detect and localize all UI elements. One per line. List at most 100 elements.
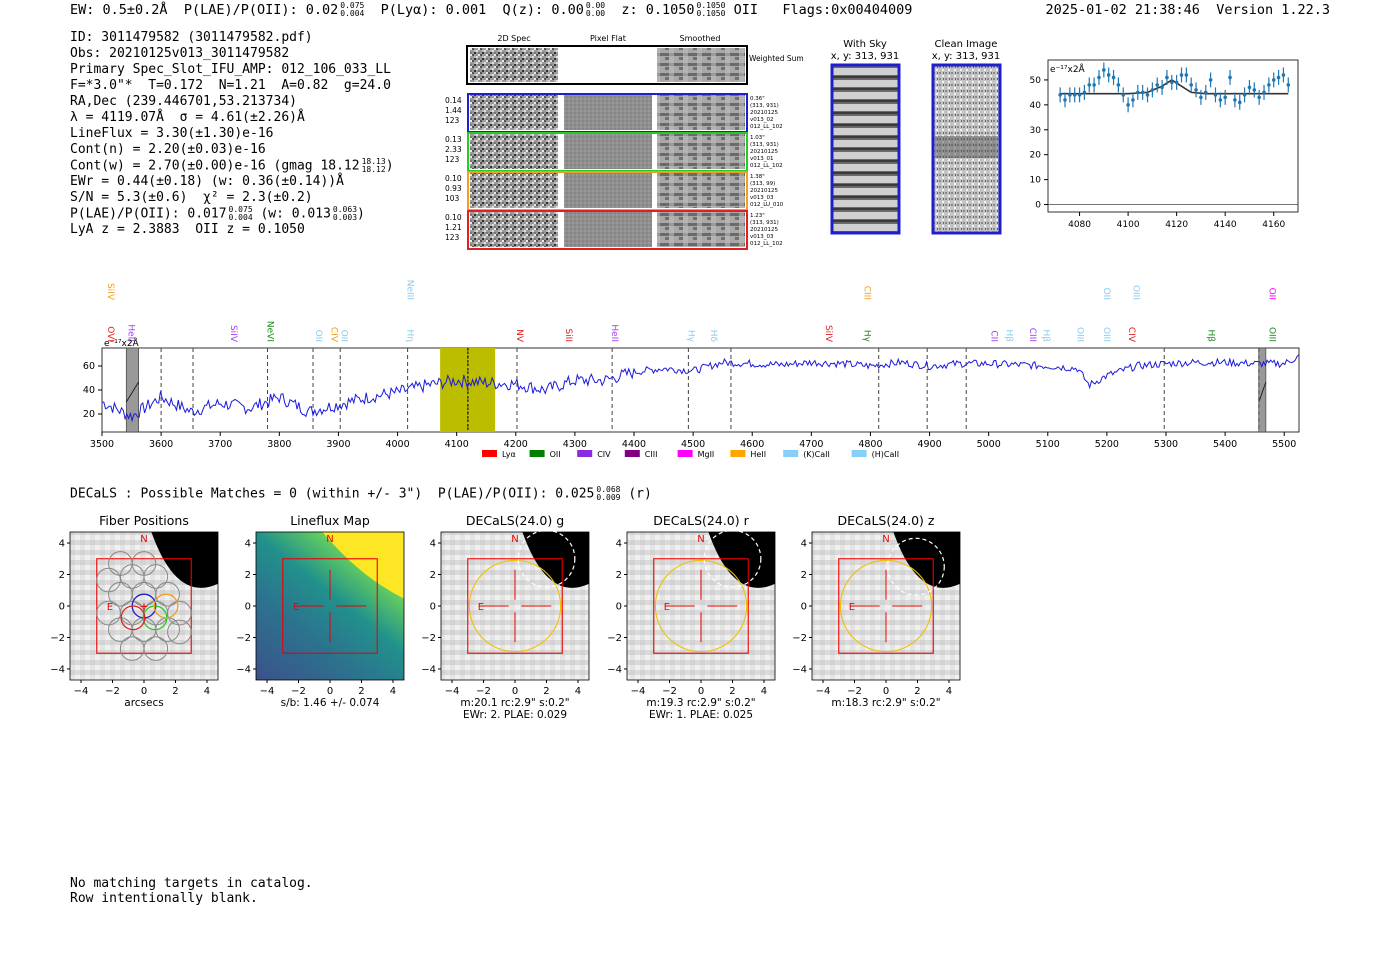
zoom-point <box>1121 93 1126 97</box>
cutout-ytick-label: −4 <box>50 664 65 675</box>
legend-swatch <box>730 450 746 457</box>
weighted-sum-smoothed <box>657 48 745 82</box>
aperture-box <box>96 558 192 654</box>
spectrum-xtick-label: 3600 <box>149 439 173 450</box>
clean-image-title: Clean Image <box>935 39 998 50</box>
zoom-point <box>1111 75 1116 80</box>
zoom-point <box>1058 93 1062 97</box>
zoom-ytick-label: 40 <box>1030 101 1042 111</box>
spectrum-xtick-label: 4800 <box>858 439 882 450</box>
detection-info: ID: 3011479582 (3011479582.pdf) Obs: 202… <box>70 30 394 238</box>
fiber-detail: 20210125 <box>750 227 778 233</box>
zoom-xtick-label: 4100 <box>1117 220 1140 230</box>
north-label: N <box>882 534 889 545</box>
zoom-ytick-label: 10 <box>1030 176 1042 186</box>
cutout-xtick-label: 0 <box>327 686 333 697</box>
north-label: N <box>140 534 147 545</box>
zoom-point <box>1131 98 1135 102</box>
fiber-smoothed-stamp <box>657 134 745 169</box>
spectral-line-label: CIV <box>328 327 338 343</box>
fiber-weight-2: 1.21 <box>445 223 462 232</box>
legend-swatch <box>482 450 497 457</box>
fiber-2d-stamp <box>470 212 558 247</box>
center-marker: + <box>139 600 148 613</box>
spectrum-unit-label: e⁻¹⁷x2Å <box>104 337 140 349</box>
zoom-point <box>1126 103 1130 107</box>
footer-line-2: Row intentionally blank. <box>70 891 258 906</box>
spectrum-xtick-label: 4100 <box>445 439 469 450</box>
fiber-weight-1: 0.10 <box>445 213 462 222</box>
spectrum-xtick-label: 3800 <box>267 439 291 450</box>
header-summary: EW: 0.5±0.2Å P(LAE)/P(OII): 0.02 0.075 0.0… <box>70 2 912 19</box>
spectral-line-label: OII <box>1266 288 1276 300</box>
cutout-ytick-label: 0 <box>59 602 65 613</box>
zoom-xtick-label: 4080 <box>1068 220 1091 230</box>
north-label: N <box>511 534 518 545</box>
info-fwhm: F=*3.0"* T=0.172 N=1.21 A=0.82 g=24.0 <box>70 78 391 93</box>
spectral-line-label: CII <box>989 330 999 342</box>
east-label: E <box>849 602 855 613</box>
zoom-point <box>1077 93 1082 97</box>
zoom-point <box>1208 78 1213 82</box>
spectral-line-label: Hβ <box>1041 329 1051 342</box>
cutout-xtick-label: 4 <box>946 686 952 697</box>
spectral-line-label: SiII <box>563 328 573 342</box>
east-label: E <box>478 602 484 613</box>
catalog-footer: No matching targets in catalog. Row inten… <box>70 876 313 906</box>
spectrum-xtick-label: 3900 <box>326 439 350 450</box>
cutout-xtick-label: 4 <box>761 686 767 697</box>
cutout-xtick-label: 4 <box>204 686 210 697</box>
cutout-xtick-label: −4 <box>816 686 831 697</box>
east-label: E <box>293 602 299 613</box>
zoom-point <box>1145 93 1150 97</box>
info-lambda: λ = 4119.07Å σ = 4.61(±2.26)Å <box>70 110 305 125</box>
aperture-box <box>653 558 749 654</box>
cutout-ytick-label: 4 <box>616 539 622 550</box>
cutout-ytick-label: −4 <box>607 664 622 675</box>
legend-label: MgII <box>698 450 715 459</box>
cutout-xtick-label: 2 <box>914 686 920 697</box>
z-value: z: 0.1050 <box>621 2 695 18</box>
header-meta: 2025-01-02 21:38:46 Version 1.22.3 <box>1046 2 1331 18</box>
cutout-xtick-label: 2 <box>729 686 735 697</box>
spectrum-xtick-label: 4900 <box>917 439 941 450</box>
fiber-detail: 1.23" <box>750 213 765 219</box>
bright-source <box>151 532 218 588</box>
fiber-weight-3: 123 <box>445 116 460 125</box>
fiber-detail: (313, 931) <box>750 220 779 226</box>
cutout-xtick-label: −2 <box>291 686 306 697</box>
fiber-circle <box>167 600 192 626</box>
cutout-ytick-label: −4 <box>421 664 436 675</box>
zoom-point <box>1247 85 1252 90</box>
cutout-ytick-label: 0 <box>430 602 436 613</box>
fiber-weight-1: 0.13 <box>445 135 462 144</box>
cutout-ytick-label: 0 <box>245 602 251 613</box>
fiber-weight-1: 0.10 <box>445 174 462 183</box>
spectral-line-label: NeVI <box>265 321 275 342</box>
qz-value: Q(z): 0.00 <box>502 2 584 18</box>
fiber-2d-stamp <box>470 134 558 169</box>
spectral-line-label: SiIV <box>105 283 115 301</box>
zoom-point <box>1223 95 1227 100</box>
zoom-point <box>1174 80 1179 85</box>
fiber-smoothed-stamp <box>657 173 745 208</box>
selected-fiber <box>153 593 179 619</box>
zoom-point <box>1213 93 1218 97</box>
zoom-point <box>1237 100 1242 105</box>
spectrum-xtick-label: 3500 <box>90 439 114 450</box>
zoom-axes-frame <box>1047 59 1299 213</box>
catalog-source-ellipse <box>517 529 576 588</box>
cutout-ytick-label: 2 <box>245 570 251 581</box>
zoom-xtick-label: 4140 <box>1214 220 1237 230</box>
fiber-flat-stamp <box>564 173 652 208</box>
fiber-detail: v013_03 <box>750 195 774 201</box>
spectrum-xtick-label: 4700 <box>799 439 823 450</box>
fiber-weight-3: 123 <box>445 233 460 242</box>
fiber-row-frame <box>467 210 748 250</box>
spectrum-xtick-label: 5000 <box>977 439 1001 450</box>
cutout-xtick-label: 4 <box>390 686 396 697</box>
fiber-circle <box>131 551 157 576</box>
cutout-title: DECaLS(24.0) g <box>466 513 564 528</box>
spectrum-line <box>102 354 1300 423</box>
